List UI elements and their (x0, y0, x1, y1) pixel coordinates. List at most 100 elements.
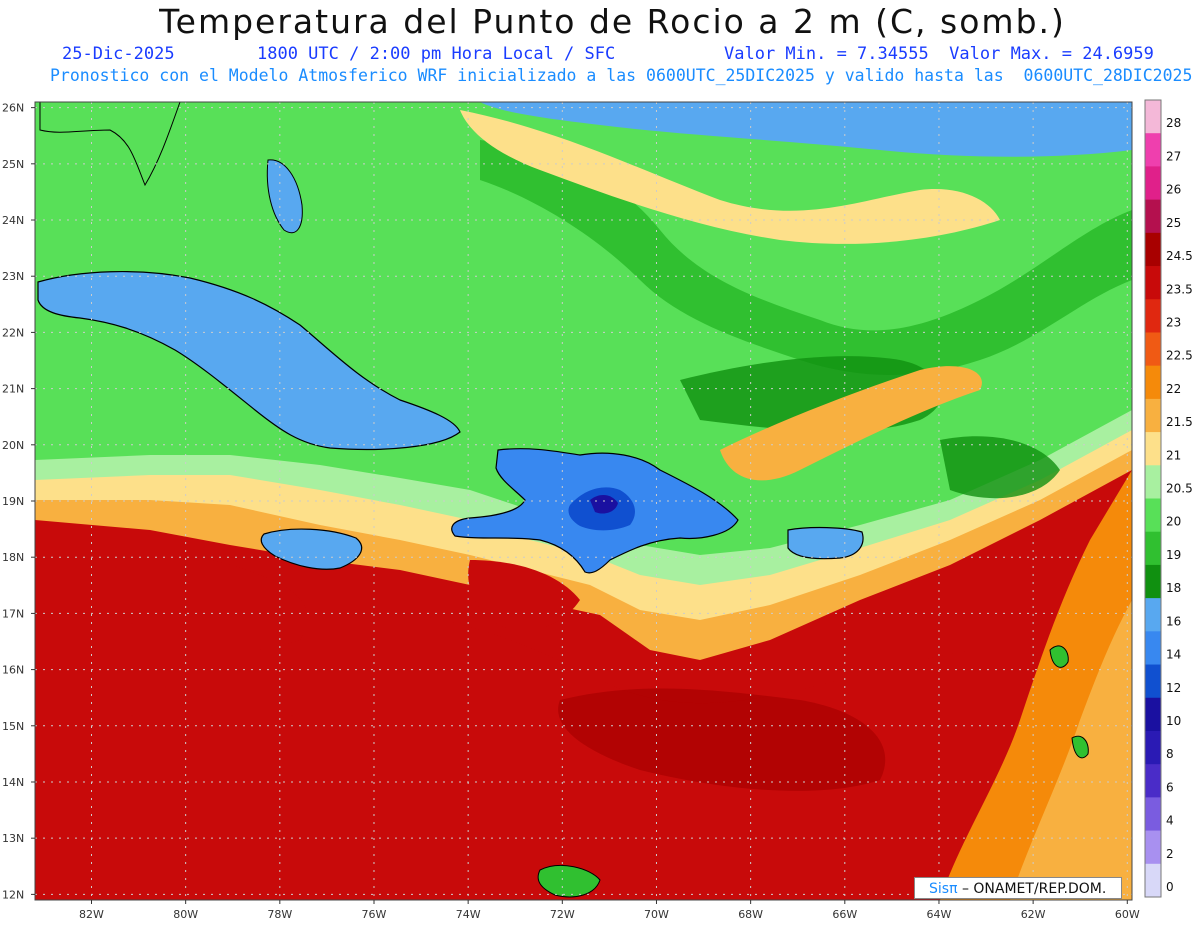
latitude-label: 25N (2, 158, 24, 171)
color-scale-swatch (1145, 332, 1161, 367)
color-scale-label: 24.5 (1166, 249, 1193, 263)
field-lightorange-east (1010, 600, 1132, 900)
color-scale-swatch (1145, 166, 1161, 201)
longitude-label: 80W (173, 908, 198, 921)
color-scale-swatch (1145, 697, 1161, 732)
latitude-label: 22N (2, 326, 24, 339)
latitude-label: 17N (2, 607, 24, 620)
color-scale-label: 19 (1166, 548, 1181, 562)
field-red-west (35, 551, 308, 657)
longitude-label: 64W (927, 908, 952, 921)
latitude-label: 12N (2, 888, 24, 901)
longitude-labels: 82W 80W 78W 76W 74W 72W 70W 68W 66W 64W 62W 60W (79, 900, 1140, 921)
field-orange-streak (720, 366, 982, 481)
color-scale-label: 22 (1166, 382, 1181, 396)
color-scale-swatch (1145, 199, 1161, 234)
color-scale: 2827262524.523.52322.52221.52120.5201918… (1144, 99, 1193, 898)
color-scale-label: 14 (1166, 648, 1181, 662)
color-scale-swatch (1145, 797, 1161, 832)
time-label: 1800 UTC / 2:00 pm Hora Local / SFC (257, 44, 616, 64)
longitude-label: 78W (267, 908, 292, 921)
latitude-label: 21N (2, 383, 24, 396)
map-title: Temperatura del Punto de Rocio a 2 m (C,… (159, 2, 1066, 41)
latitude-label: 24N (2, 214, 24, 227)
andros-island (266, 159, 303, 234)
color-scale-label: 23 (1166, 315, 1181, 329)
color-scale-frame (1144, 99, 1162, 898)
color-scale-label: 26 (1166, 183, 1181, 197)
color-scale-swatch (1145, 598, 1161, 632)
credit-brand: Sisπ (929, 881, 958, 897)
south-america-coast (537, 864, 601, 898)
hispaniola-peak (590, 494, 618, 514)
field-red-haiti-south (468, 560, 580, 631)
longitude-label: 62W (1021, 908, 1046, 921)
color-scale-label: 8 (1166, 747, 1174, 761)
latitude-label: 23N (2, 270, 24, 283)
puerto-rico-landmass (787, 526, 864, 560)
longitude-label: 82W (79, 908, 104, 921)
color-scale-label: 27 (1166, 149, 1181, 163)
color-scale-swatch (1145, 498, 1161, 533)
color-scale-label: 22.5 (1166, 349, 1193, 363)
color-scale-label: 25 (1166, 216, 1181, 230)
color-scale-swatch (1145, 863, 1161, 898)
color-scale-label: 20.5 (1166, 482, 1193, 496)
color-scale-label: 16 (1166, 614, 1181, 628)
color-scale-swatch (1145, 830, 1161, 865)
color-scale-label: 20 (1166, 515, 1181, 529)
color-scale-label: 0 (1166, 880, 1174, 894)
min-max-label: Valor Min. = 7.34555 Valor Max. = 24.695… (724, 44, 1154, 64)
color-scale-swatch (1145, 232, 1161, 267)
color-scale-label: 6 (1166, 780, 1174, 794)
latitude-labels: 26N 25N 24N 23N 22N 21N 20N 19N 18N 17N 16N 15N 14N 1… (2, 102, 35, 901)
longitude-label: 68W (738, 908, 763, 921)
latitude-label: 18N (2, 551, 24, 564)
field-darkest-green-patch-2 (940, 436, 1060, 499)
color-scale-swatch (1145, 764, 1161, 798)
longitude-label: 76W (362, 908, 387, 921)
latitude-label: 26N (2, 102, 24, 115)
color-scale-swatch (1145, 133, 1161, 167)
longitude-label: 60W (1115, 908, 1140, 921)
longitude-label: 74W (456, 908, 481, 921)
jamaica-landmass (260, 528, 363, 570)
color-scale-label: 4 (1166, 814, 1174, 828)
color-scale-swatch (1145, 531, 1161, 566)
color-scale-label: 23.5 (1166, 282, 1193, 296)
color-scale-swatch (1145, 631, 1161, 666)
field-red-core (35, 603, 1040, 900)
longitude-label: 72W (550, 908, 575, 921)
color-scale-label: 21.5 (1166, 415, 1193, 429)
longitude-label: 70W (644, 908, 669, 921)
color-scale-label: 18 (1166, 581, 1181, 595)
credit-box: Sisπ – ONAMET/REP.DOM. (914, 877, 1122, 899)
longitude-label: 66W (832, 908, 857, 921)
color-scale-swatch (1145, 266, 1161, 300)
latitude-label: 15N (2, 720, 24, 733)
graticule (35, 102, 1132, 900)
color-scale-swatch (1145, 564, 1161, 599)
florida-landmass (39, 102, 181, 187)
field-blue-north (480, 102, 1132, 157)
color-scale-swatch (1145, 299, 1161, 333)
guadeloupe-island (1049, 645, 1069, 668)
latitude-label: 14N (2, 776, 24, 789)
latitude-label: 20N (2, 439, 24, 452)
color-scale-label: 2 (1166, 847, 1174, 861)
color-scale-swatch (1145, 465, 1161, 499)
field-yellow-streak (460, 110, 1000, 244)
color-scale-swatch (1145, 365, 1161, 400)
color-scale-label: 28 (1166, 116, 1181, 130)
color-scale-swatch (1145, 100, 1161, 134)
color-scale-swatch (1145, 730, 1161, 765)
color-scale-swatch (1145, 398, 1161, 433)
credit-text: – ONAMET/REP.DOM. (957, 881, 1107, 897)
color-scale-swatch (1145, 664, 1161, 699)
latitude-label: 13N (2, 832, 24, 845)
temperature-field (35, 102, 1132, 900)
field-darkred-patch (558, 688, 886, 791)
color-scale-label: 12 (1166, 681, 1181, 695)
latitude-label: 19N (2, 495, 24, 508)
